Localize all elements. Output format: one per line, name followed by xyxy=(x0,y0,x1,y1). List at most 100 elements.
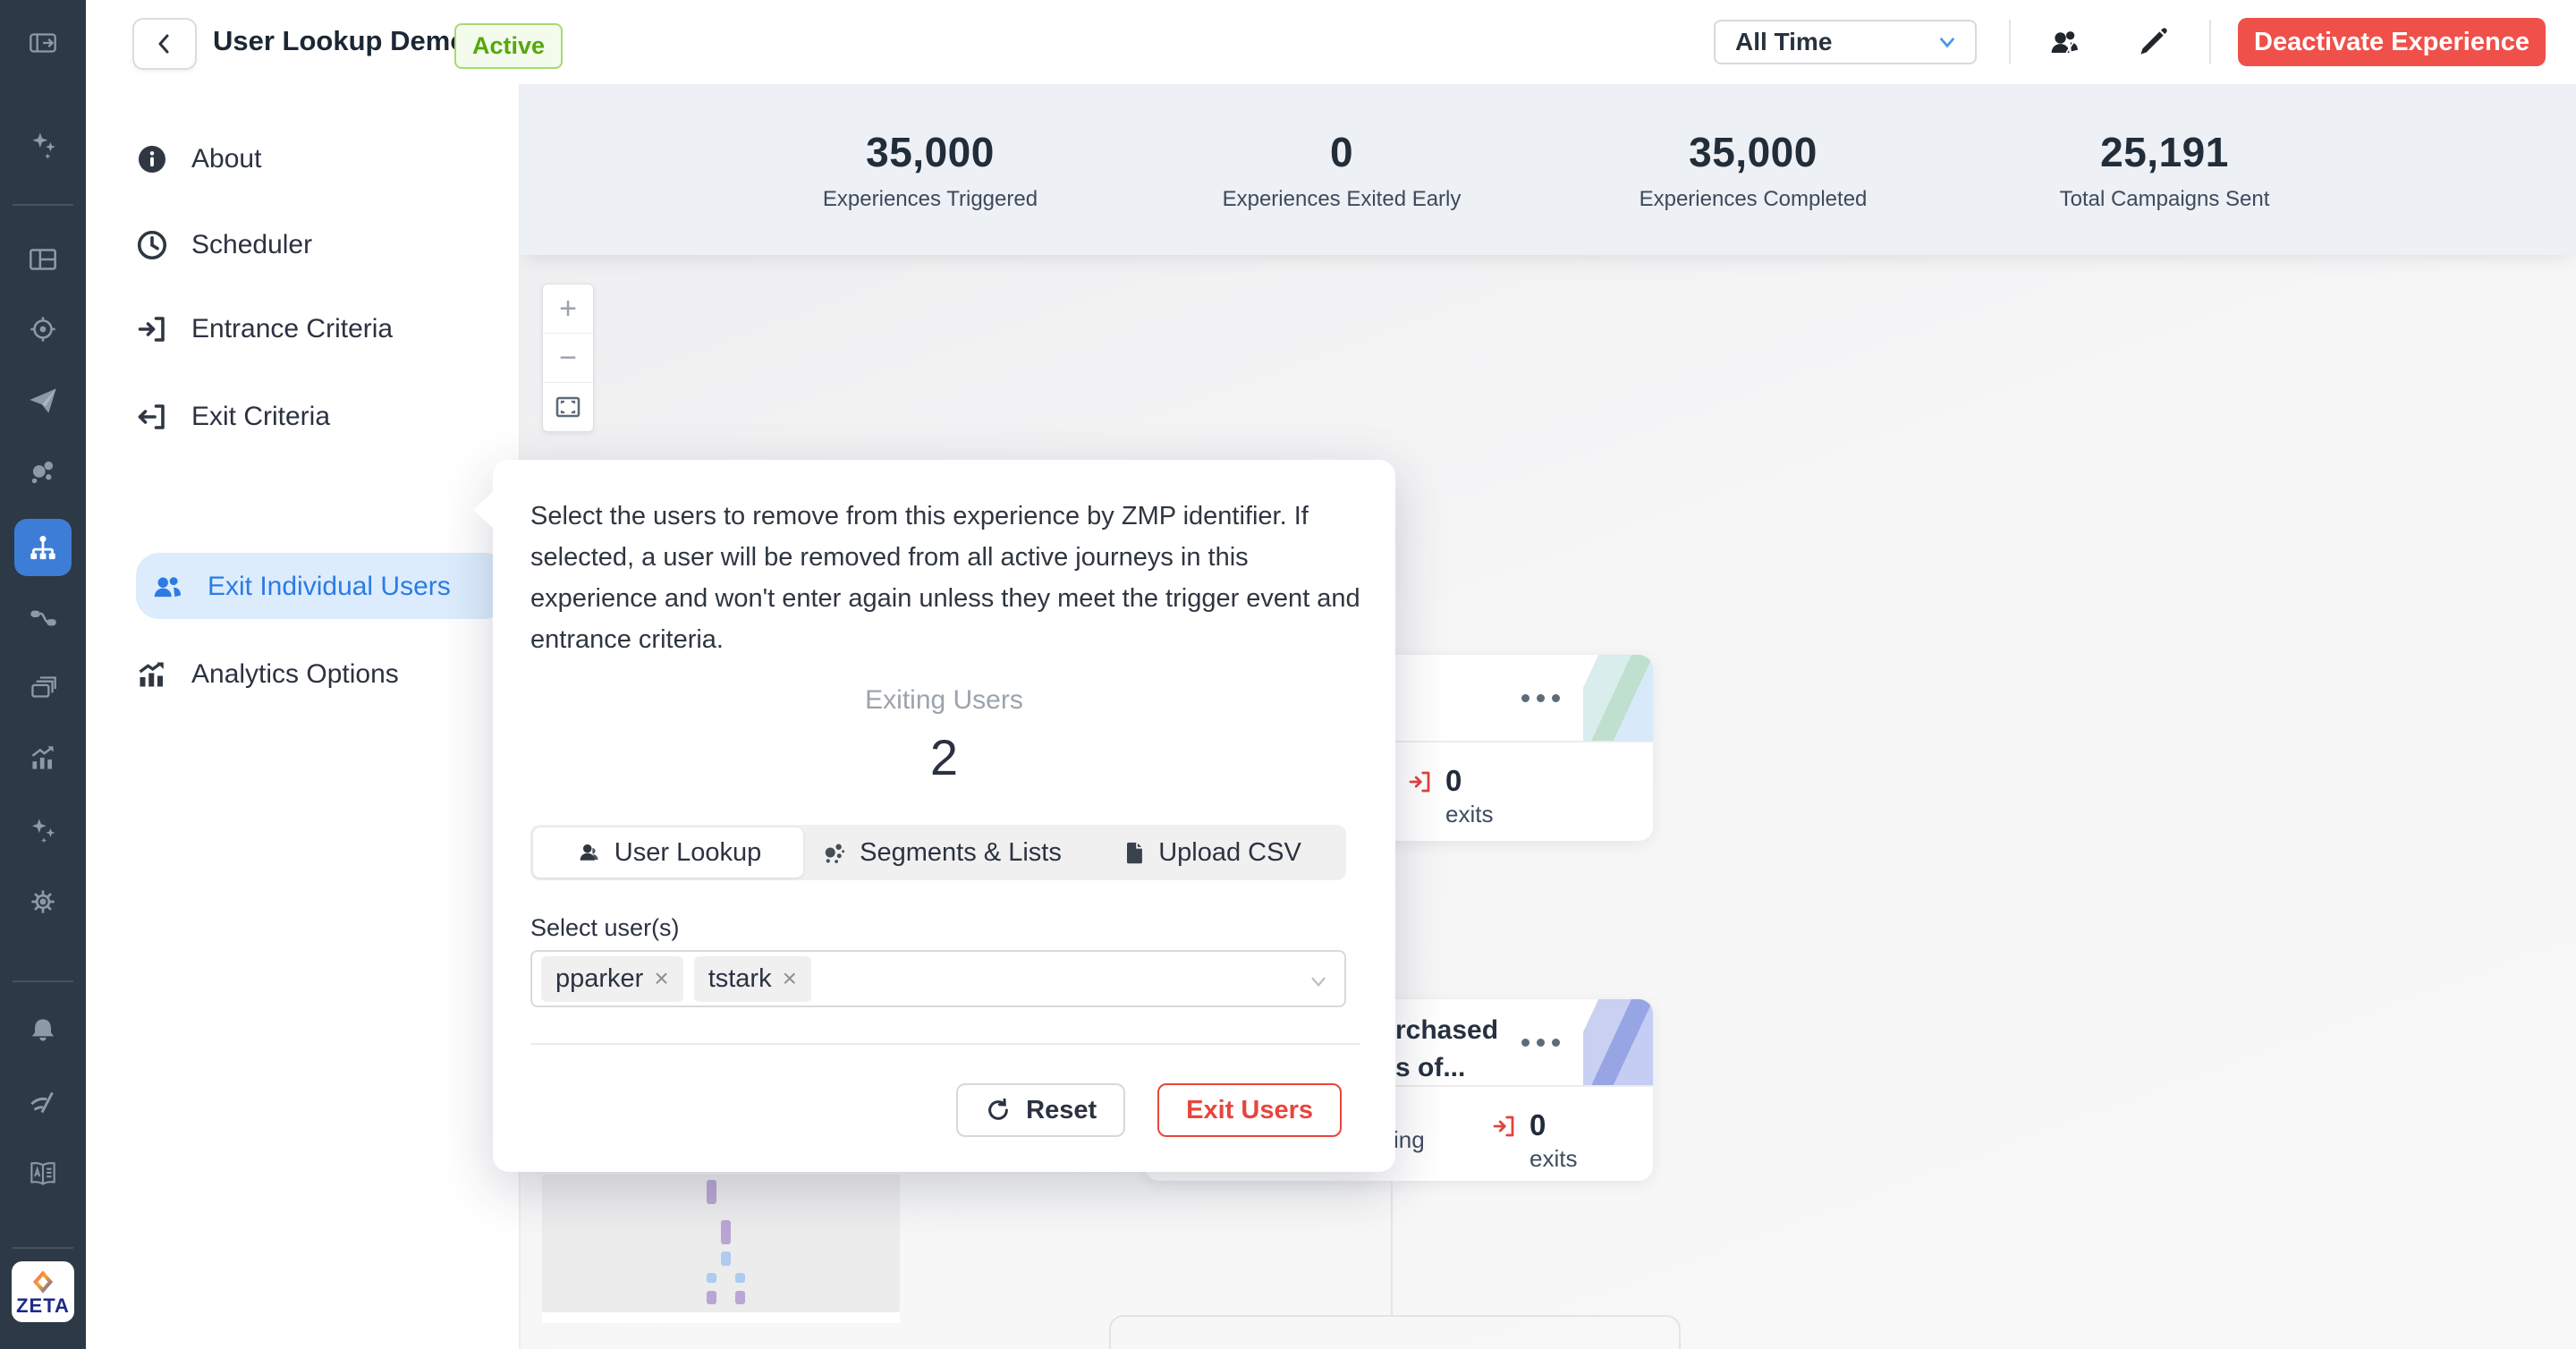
minimap[interactable] xyxy=(542,1175,900,1312)
minimap-footer xyxy=(542,1312,900,1323)
fit-view-button[interactable] xyxy=(543,383,593,431)
zoom-in-button[interactable]: + xyxy=(543,284,593,334)
nav-item-label: Scheduler xyxy=(191,230,313,259)
exiting-users-label: Exiting Users xyxy=(865,685,1023,715)
deactivate-experience-button[interactable]: Deactivate Experience xyxy=(2238,18,2546,66)
audience-icon[interactable] xyxy=(0,440,86,505)
tab-label: Upload CSV xyxy=(1158,837,1301,867)
popover-divider xyxy=(530,1043,1360,1045)
analytics-rail-icon[interactable] xyxy=(0,726,86,791)
popover-description: Select the users to remove from this exp… xyxy=(530,502,1360,654)
performance-icon[interactable] xyxy=(0,1070,86,1134)
remove-tag-icon[interactable]: × xyxy=(782,964,797,992)
rail-divider xyxy=(13,204,73,206)
stat-label: Experiences Completed xyxy=(1639,186,1868,211)
target-icon[interactable] xyxy=(0,297,86,361)
nav-item-label: About xyxy=(191,144,262,174)
card-title-fragment: rchased s of... xyxy=(1395,1015,1499,1082)
stat-experiences-completed: 35,000 Experiences Completed xyxy=(1547,128,1959,212)
popover-tabs: User Lookup Segments & Lists Upload CSV xyxy=(530,825,1346,880)
minimap-node xyxy=(707,1291,716,1304)
collapse-panel-icon[interactable] xyxy=(0,11,86,75)
exit-count-icon xyxy=(1409,771,1430,793)
exit-label: exits xyxy=(1530,1145,1578,1172)
stat-value: 35,000 xyxy=(866,128,995,175)
tab-segments-lists[interactable]: Segments & Lists xyxy=(806,825,1076,880)
bell-icon[interactable] xyxy=(0,998,86,1063)
zeta-logo[interactable]: ZETA xyxy=(12,1261,74,1322)
rail-divider xyxy=(13,1247,73,1249)
ellipsis-menu-icon[interactable] xyxy=(1521,1039,1560,1047)
flow-icon[interactable] xyxy=(0,585,86,649)
rail-item-journeys-selected[interactable] xyxy=(14,519,72,576)
dashboard-icon[interactable] xyxy=(0,227,86,292)
time-filter-value: All Time xyxy=(1735,28,1833,55)
nav-item-scheduler[interactable]: Scheduler xyxy=(136,213,512,277)
user-tag-value: pparker xyxy=(555,963,644,993)
rail-divider xyxy=(13,980,73,982)
zeta-logo-text: ZETA xyxy=(16,1294,70,1317)
exit-count-icon xyxy=(1493,1116,1514,1137)
sparkles-secondary-icon[interactable] xyxy=(0,798,86,862)
edit-pencil-icon[interactable] xyxy=(2132,23,2172,63)
stat-experiences-exited-early: 0 Experiences Exited Early xyxy=(1136,128,1547,212)
share-users-icon[interactable] xyxy=(2045,23,2084,63)
connector-line xyxy=(1391,1181,1393,1315)
chevron-down-icon[interactable] xyxy=(1307,970,1330,997)
stat-label: Experiences Exited Early xyxy=(1222,186,1462,211)
header-divider xyxy=(2209,20,2211,64)
exit-icon xyxy=(138,404,165,429)
side-nav: About Scheduler Entrance Criteria Exit C… xyxy=(86,84,521,1349)
nav-item-exit-individual-users[interactable]: Exit Individual Users xyxy=(136,555,512,619)
stat-label: Experiences Triggered xyxy=(822,186,1038,211)
select-users-label: Select user(s) xyxy=(530,914,680,941)
stat-total-campaigns-sent: 25,191 Total Campaigns Sent xyxy=(1959,128,2370,212)
nav-item-label: Exit Criteria xyxy=(191,402,331,431)
zoom-out-button[interactable]: − xyxy=(543,334,593,383)
analytics-icon xyxy=(139,662,164,687)
stacked-cards-icon[interactable] xyxy=(0,655,86,719)
nav-selected-pill xyxy=(136,553,508,619)
minimap-node xyxy=(735,1291,745,1304)
header-divider xyxy=(2009,20,2011,64)
nav-item-analytics-options[interactable]: Analytics Options xyxy=(136,642,512,707)
nav-item-entrance-criteria[interactable]: Entrance Criteria xyxy=(136,297,512,361)
nav-item-label: Exit Individual Users xyxy=(208,572,451,601)
ellipsis-menu-icon[interactable] xyxy=(1521,694,1560,702)
docs-book-icon[interactable] xyxy=(0,1141,86,1206)
stat-value: 25,191 xyxy=(2100,128,2229,175)
nav-item-exit-criteria[interactable]: Exit Criteria xyxy=(136,385,512,449)
reset-button[interactable]: Reset xyxy=(956,1083,1126,1137)
zoom-controls: + − xyxy=(542,284,594,432)
exit-count: 0 xyxy=(1445,764,1462,797)
exit-users-button[interactable]: Exit Users xyxy=(1157,1083,1342,1137)
user-tag: tstark × xyxy=(693,955,811,1002)
users-icon xyxy=(154,577,182,598)
header: User Lookup Demo Active All Time Deactiv… xyxy=(86,0,2576,84)
back-button[interactable] xyxy=(132,18,197,70)
minimap-node xyxy=(707,1180,716,1204)
info-icon xyxy=(139,146,165,173)
nav-item-about[interactable]: About xyxy=(136,127,512,191)
icon-rail: ZETA xyxy=(0,0,86,1349)
time-filter-select[interactable]: All Time xyxy=(1714,20,1977,64)
tab-user-lookup[interactable]: User Lookup xyxy=(533,827,803,878)
exit-stat: 0 exits xyxy=(1406,766,1493,828)
page-title: User Lookup Demo xyxy=(213,25,468,56)
remove-tag-icon[interactable]: × xyxy=(654,964,669,992)
send-icon[interactable] xyxy=(0,369,86,433)
chevron-down-icon xyxy=(1940,38,1954,48)
tab-upload-csv[interactable]: Upload CSV xyxy=(1076,825,1346,880)
nav-item-label: Analytics Options xyxy=(191,659,399,689)
gear-icon[interactable] xyxy=(0,870,86,934)
exit-users-button-label: Exit Users xyxy=(1186,1095,1313,1124)
minimap-node xyxy=(707,1273,716,1283)
minimap-node xyxy=(735,1273,745,1283)
ai-sparkles-icon[interactable] xyxy=(0,113,86,177)
fit-view-icon xyxy=(555,396,580,418)
exit-count: 0 xyxy=(1530,1108,1546,1141)
user-multiselect[interactable]: pparker × tstark × xyxy=(530,950,1346,1007)
reset-button-label: Reset xyxy=(1026,1095,1097,1124)
exit-stat: 0 exits xyxy=(1490,1110,1577,1173)
user-tag: pparker × xyxy=(541,955,683,1002)
